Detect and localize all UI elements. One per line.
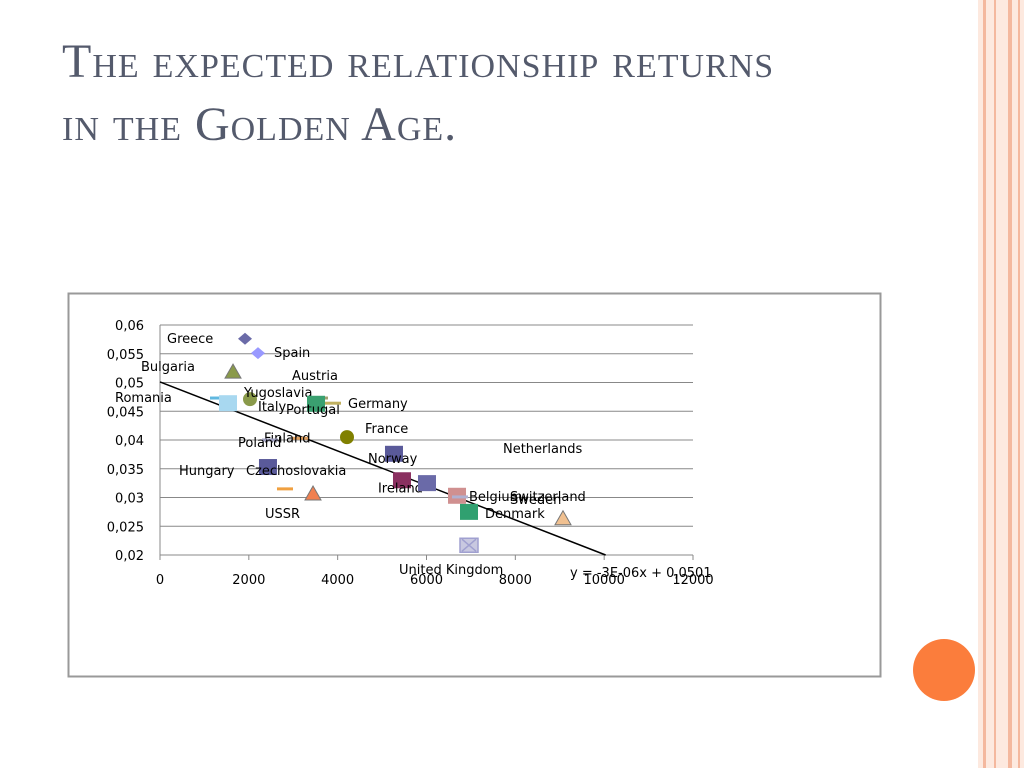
point-label: Norway <box>368 452 418 467</box>
point-label: USSR <box>265 507 300 522</box>
point <box>276 487 293 491</box>
point-label: Germany <box>348 397 408 412</box>
point-label: Yugoslavia <box>243 386 313 401</box>
point <box>258 459 277 476</box>
point-label: Romania <box>115 391 172 406</box>
point <box>262 438 279 442</box>
point-label: Italy <box>258 400 287 415</box>
y-tick-label: 0,02 <box>115 549 144 564</box>
point-label: France <box>365 422 408 437</box>
point-label: Belgium <box>469 490 522 505</box>
y-tick-label: 0,06 <box>115 319 144 334</box>
point <box>210 396 227 400</box>
point-label: Spain <box>274 346 310 361</box>
point <box>384 445 403 462</box>
point-label: Bulgaria <box>141 360 195 375</box>
point <box>306 395 325 412</box>
x-tick-label: 8000 <box>499 573 532 588</box>
point <box>238 332 253 345</box>
x-tick-label: 6000 <box>410 573 443 588</box>
y-tick-label: 0,03 <box>115 492 144 507</box>
side-stripe <box>1018 0 1020 768</box>
slide-title: The expected relationship returns in the… <box>62 35 775 151</box>
point <box>292 436 309 440</box>
x-tick-label: 0 <box>156 573 164 588</box>
x-tick-label: 12000 <box>672 573 713 588</box>
point <box>304 485 322 501</box>
x-tick-label: 2000 <box>232 573 265 588</box>
side-stripe <box>983 0 986 768</box>
point-label: Czechoslovakia <box>246 464 346 479</box>
side-stripe <box>1008 0 1012 768</box>
point-label: Ireland <box>378 481 423 496</box>
y-tick-label: 0,055 <box>107 348 144 363</box>
decor-circle <box>913 639 975 701</box>
point <box>219 395 238 412</box>
y-tick-label: 0,025 <box>107 520 144 535</box>
point <box>460 503 479 520</box>
point <box>224 363 242 379</box>
point-label: Austria <box>292 369 338 384</box>
y-tick-label: 0,04 <box>115 434 144 449</box>
point <box>392 472 411 489</box>
point-label: Hungary <box>179 464 235 479</box>
point <box>242 392 257 407</box>
point <box>417 475 436 492</box>
point <box>459 537 479 553</box>
x-tick-label: 4000 <box>321 573 354 588</box>
point-label: Portugal <box>286 403 340 418</box>
y-tick-label: 0,035 <box>107 463 144 478</box>
point-label: Greece <box>167 332 213 347</box>
point-label: Sweden <box>510 493 561 508</box>
point <box>554 509 572 526</box>
point <box>325 401 342 405</box>
side-stripe <box>994 0 996 768</box>
point <box>451 495 468 499</box>
point <box>339 430 354 445</box>
point-label: Denmark <box>485 507 545 522</box>
y-tick-label: 0,05 <box>115 377 144 392</box>
point-label: Finland <box>264 431 310 446</box>
trendline-label: y = -3E-06x + 0,0501 <box>570 566 712 581</box>
x-tick-label: 10000 <box>583 573 624 588</box>
point-label: Switzerland <box>510 490 586 505</box>
point-label: Poland <box>238 436 281 451</box>
point <box>250 347 265 360</box>
chart-frame <box>67 292 882 678</box>
point-label: Netherlands <box>503 442 582 457</box>
y-tick-label: 0,045 <box>107 405 144 420</box>
point-label: United Kingdom <box>399 563 503 578</box>
